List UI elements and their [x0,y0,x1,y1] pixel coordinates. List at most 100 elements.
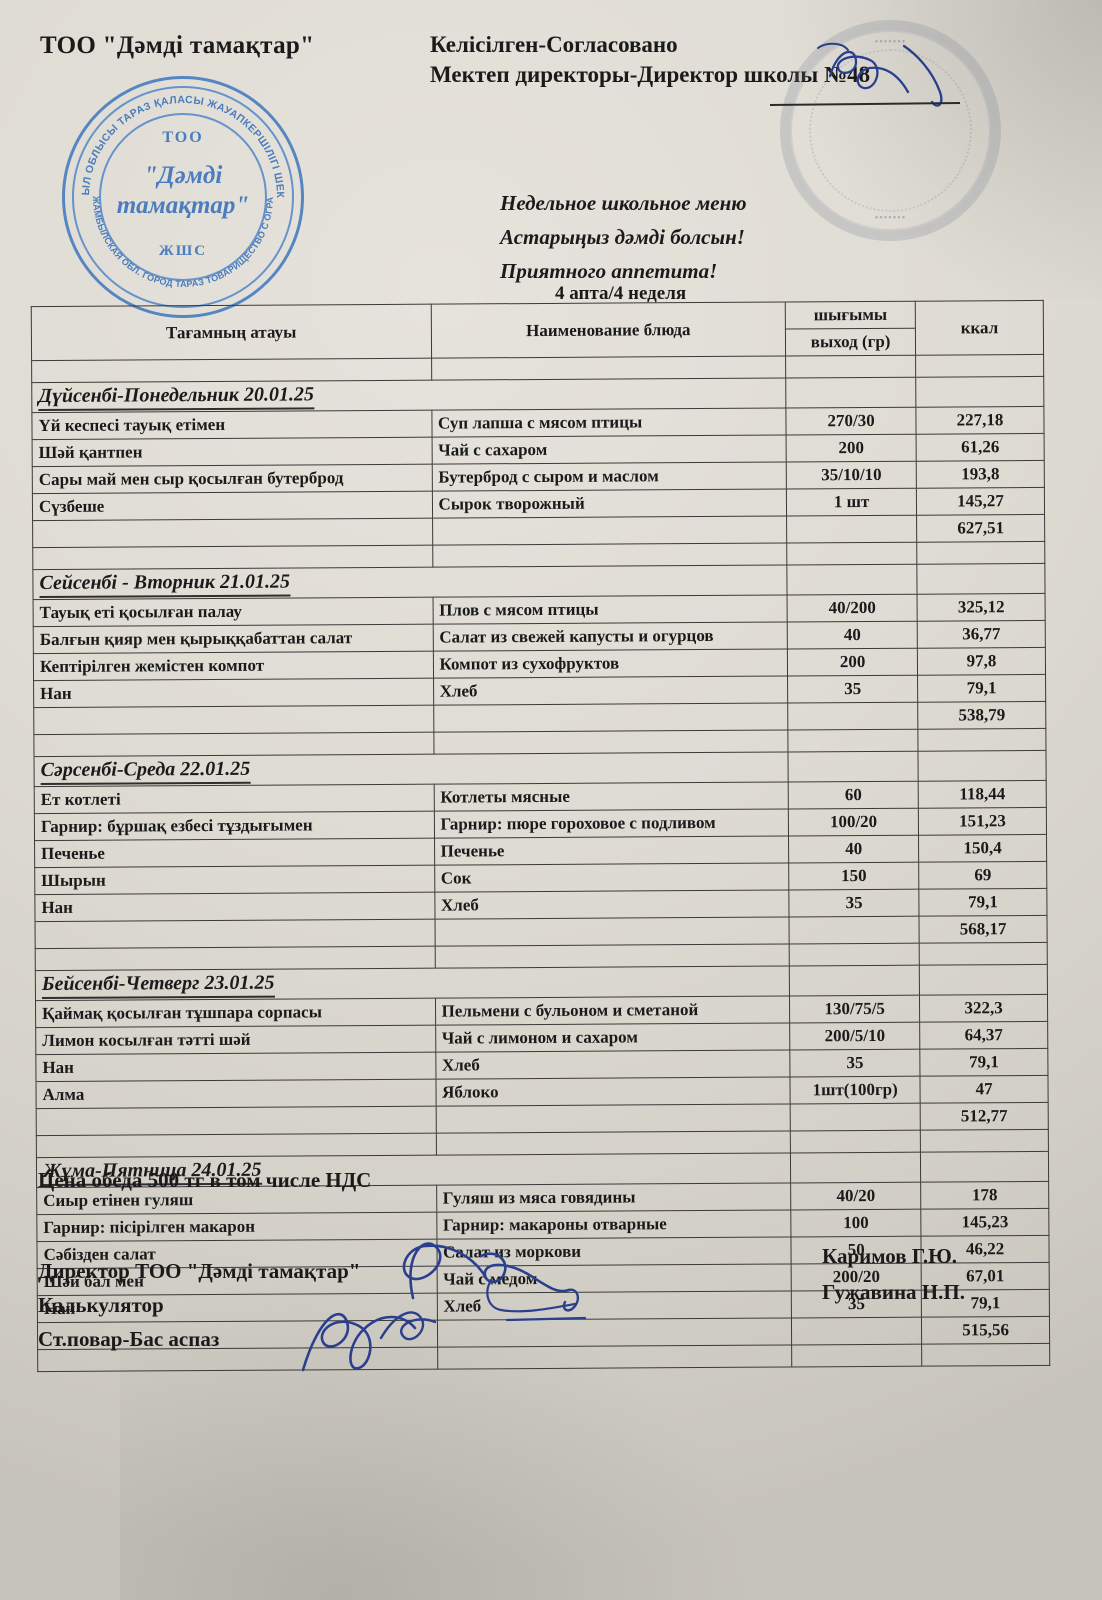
signature-names: Каримов Г.Ю. Гужавина Н.П. [822,1238,965,1310]
spacer-cell [434,943,790,969]
dish-name-kz: Печенье [34,838,435,868]
dish-name-ru: Гуляш из мяса говядины [436,1182,791,1213]
dish-output: 35 [789,1049,921,1077]
dish-kcal: 79,1 [919,1048,1048,1077]
header-cell-output-kz: шығымы [785,301,916,329]
dish-name-kz: Нан [35,1052,436,1082]
total-blank-kz [32,518,433,548]
dish-output: 35 [788,889,920,917]
spacer-cell [35,946,435,971]
name-karimov: Каримов Г.Ю. [822,1244,957,1268]
spacer-cell [916,541,1045,565]
dish-kcal: 178 [920,1181,1049,1210]
dish-kcal: 79,1 [918,888,1047,917]
dish-kcal: 325,12 [917,593,1046,622]
dish-output: 130/75/5 [789,995,920,1023]
spacer-cell [785,355,916,378]
role-director: Директор ТОО "Дәмді тамақтар" [38,1259,361,1283]
dish-kcal: 69 [918,861,1047,890]
dish-name-kz: Шәй қантпен [32,437,432,467]
dish-output: 200/5/10 [789,1022,920,1050]
dish-name-kz: Гарнир: бұршақ езбесі тұздығымен [34,811,435,841]
menu-title-kz-wish: Астарыңыз дәмді болсын! [500,225,745,249]
day-header-kcal-cell [919,964,1048,996]
dish-name-ru: Плов с мясом птицы [432,594,788,625]
dish-output: 35 [787,675,918,703]
dish-name-kz: Қаймақ қосылған тұшпара сорпасы [35,998,436,1028]
dish-name-ru: Яблоко [435,1076,791,1107]
spacer-cell [432,542,788,568]
spacer-cell [791,1344,922,1367]
dish-name-ru: Чай с лимоном и сахаром [435,1022,790,1053]
day-total-kcal: 568,17 [919,915,1048,944]
dish-kcal: 145,23 [920,1208,1049,1237]
price-note: Цена обеда 500 тг в том числе НДС [38,1168,372,1192]
dish-output: 150 [788,862,919,890]
dish-output: 35/10/10 [786,461,917,489]
dish-kcal: 47 [920,1075,1049,1104]
dish-name-kz: Үй кеспесі тауық етімен [31,410,432,440]
spacer-cell [915,354,1044,378]
dish-output: 270/30 [786,407,917,435]
company-round-seal-icon: ЖАМБЫЛ ОБЛЫСЫ ТАРАЗ ҚАЛАСЫ ЖАУАПКЕРШІЛІГ… [62,76,304,318]
day-total-kcal: 538,79 [917,701,1046,730]
total-blank-output [786,515,917,543]
dish-name-kz: Балғын қияр мен қырыққабаттан салат [33,624,433,654]
dish-kcal: 145,27 [916,487,1045,516]
school-round-stamp-icon: ••••••• ••••••• [780,20,1001,241]
dish-name-kz: Сары май мен сыр қосылған бутерброд [32,464,432,494]
dish-name-ru: Сок [434,862,789,893]
spacer-cell [32,545,433,570]
total-blank-kz [36,1106,436,1136]
dish-output: 1шт(100гр) [790,1076,921,1104]
dish-output: 200 [787,648,918,676]
dish-name-ru: Компот из сухофруктов [432,648,788,679]
seal-ring-inner-2 [72,86,294,308]
dish-kcal: 227,18 [915,406,1045,435]
day-title: Бейсенбі-Четверг 23.01.25 [35,965,790,1001]
total-blank-ru [432,515,787,546]
dish-kcal: 97,8 [917,647,1046,676]
menu-table-body: Тағамның атауы Наименование блюда шығымы кк… [31,300,1050,1372]
dish-name-ru: Хлеб [435,1049,791,1080]
week-label: 4 апта/4 неделя [555,283,687,304]
seal-company-name: "Дәмді тамақтар" [116,162,250,219]
school-stamp-top-text: ••••••• [874,37,907,48]
menu-title-ru-wish: Приятного аппетита! [500,259,718,283]
dish-name-ru: Чай с медом [436,1263,792,1294]
dish-output: 40/200 [787,594,918,622]
menu-title-ru: Недельное школьное меню [500,191,747,215]
header-cell-output-ru: выход (гр) [785,328,916,356]
day-header-kcal-cell [918,750,1047,782]
name-guzhavina: Гужавина Н.П. [822,1280,965,1304]
dish-name-kz: Нан [34,892,435,922]
spacer-cell [431,355,786,381]
total-blank-kz [33,705,434,735]
dish-output: 40 [787,621,918,649]
dish-name-ru: Сырок творожный [431,488,787,519]
dish-output: 100 [790,1209,922,1237]
total-blank-output [790,1103,921,1131]
dish-name-kz: Шырын [34,865,435,895]
dish-name-ru: Салат из свежей капусты и огурцов [432,621,788,652]
day-header-output-cell [787,564,918,595]
dish-kcal: 150,4 [918,834,1047,863]
dish-output: 60 [788,781,919,809]
dish-name-kz: Сүзбеше [32,491,433,521]
day-title: Сәрсенбі-Среда 22.01.25 [34,751,789,787]
dish-name-kz: Кептірілген жемістен компот [33,651,434,681]
spacer-cell [920,1129,1049,1153]
spacer-cell [437,1344,792,1370]
day-total-kcal: 627,51 [916,514,1045,543]
total-blank-output [791,1317,922,1345]
day-total-kcal: 515,56 [921,1316,1050,1345]
total-blank-ru [435,1103,791,1134]
dish-output: 200 [786,434,917,462]
spacer-cell [433,729,789,755]
dish-name-ru: Салат из моркови [436,1236,792,1267]
dish-name-ru: Котлеты мясные [433,781,789,812]
seal-too-label: ТОО [162,129,204,146]
dish-name-kz: Ет котлеті [34,784,434,814]
day-title: Сейсенбі - Вторник 21.01.25 [32,564,788,600]
